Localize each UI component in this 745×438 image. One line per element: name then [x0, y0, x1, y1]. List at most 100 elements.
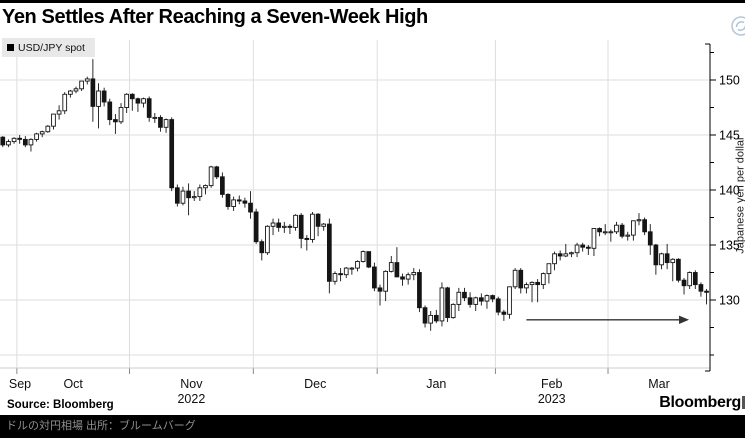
candlestick [636, 219, 642, 222]
candlestick [51, 113, 56, 127]
candlestick [242, 200, 248, 204]
share-icon[interactable] [729, 14, 745, 38]
x-tick-label: Sep [9, 377, 31, 391]
candlestick [625, 234, 631, 237]
x-tick-label: Jan [426, 377, 446, 391]
candlestick [450, 303, 456, 319]
candlestick [355, 261, 360, 269]
footer-bar: ドルの対円相場 出所：ブルームバーグ [0, 415, 745, 438]
candlestick [614, 224, 619, 233]
candlestick [602, 231, 608, 234]
candlestick [68, 90, 73, 95]
candlestick [203, 185, 208, 189]
candlestick [332, 273, 338, 282]
candlestick [552, 253, 557, 265]
candlestick [197, 187, 203, 198]
candlestick [439, 287, 445, 322]
candlestick [326, 223, 332, 282]
candlestick [467, 297, 473, 305]
candlestick [422, 307, 428, 324]
x-tick-label: Feb [541, 377, 563, 391]
candlestick [433, 314, 439, 322]
chart-title: Yen Settles After Reaching a Seven-Week … [2, 6, 428, 28]
candlestick [225, 193, 231, 207]
candlestick [659, 253, 664, 266]
candlestick [366, 251, 372, 268]
candlestick [591, 228, 597, 249]
candlestick [456, 291, 462, 305]
candlestick [338, 273, 343, 276]
candlestick [281, 225, 287, 228]
candlestick [529, 281, 535, 286]
candlestick [248, 202, 253, 213]
top-border [0, 0, 745, 3]
candlestick [642, 219, 647, 233]
candlestick [265, 225, 270, 254]
candlestick [214, 166, 220, 178]
candlestick [540, 273, 546, 286]
candlestick [191, 196, 197, 199]
candlestick [445, 287, 450, 319]
candlestick [0, 136, 6, 146]
candlestick [388, 262, 394, 272]
candlestick [73, 88, 79, 92]
x-tick-label: Nov [180, 377, 203, 391]
candlestick [557, 253, 563, 257]
candlestick [90, 78, 96, 107]
legend-marker [7, 44, 14, 51]
candlestick [405, 274, 411, 280]
candlestick [220, 176, 225, 195]
candlestick [129, 93, 135, 100]
candlestick [152, 116, 158, 119]
candlestick [692, 272, 698, 286]
candlestick [45, 125, 51, 133]
candlestick [490, 295, 495, 300]
candlestick [118, 107, 124, 123]
candlestick [113, 119, 118, 123]
y-tick-label: 145 [719, 129, 740, 143]
candlestick [687, 272, 693, 287]
candlestick [597, 228, 602, 233]
candlestick [39, 131, 45, 135]
candlestick [400, 276, 405, 280]
candlestick [704, 290, 709, 293]
candlestick [343, 267, 349, 276]
candlestick [321, 223, 327, 227]
candlestick [231, 199, 236, 207]
legend-label: USD/JPY spot [18, 41, 85, 54]
candlestick [141, 98, 146, 104]
candlestick [79, 80, 84, 90]
candlestick [484, 295, 490, 302]
candlestick [208, 166, 214, 187]
y-axis-title: Japanese yen per dollar [735, 136, 745, 254]
candlestick [479, 297, 484, 302]
candlestick [253, 211, 259, 243]
candlestick [360, 251, 366, 262]
candlestick [507, 286, 512, 315]
candlestick [676, 258, 681, 281]
candlestick [135, 98, 141, 104]
candlestick [524, 284, 529, 289]
y-tick-label: 150 [719, 74, 740, 88]
candlestick [163, 119, 169, 128]
candlestick [310, 213, 315, 240]
candlestick [535, 281, 540, 286]
x-tick-label: Dec [304, 377, 326, 391]
candlestick [670, 258, 676, 264]
candlestick [619, 224, 625, 237]
candlestick [462, 291, 467, 299]
candlestick [383, 270, 388, 292]
share-icon-glyph [731, 16, 745, 36]
year-label: 2023 [538, 392, 566, 406]
candlestick [563, 253, 569, 257]
candlestick [298, 214, 304, 239]
candlestick [124, 93, 130, 108]
candlestick [293, 214, 298, 228]
candlestick [473, 297, 479, 305]
source-label: Source: Bloomberg [7, 399, 114, 411]
candlestick [647, 231, 653, 246]
candlestick [377, 287, 383, 292]
candlestick [180, 190, 186, 204]
candlestick-chart: 130 135 140 145 150 Japanese yen per dollar Se… [0, 40, 745, 406]
